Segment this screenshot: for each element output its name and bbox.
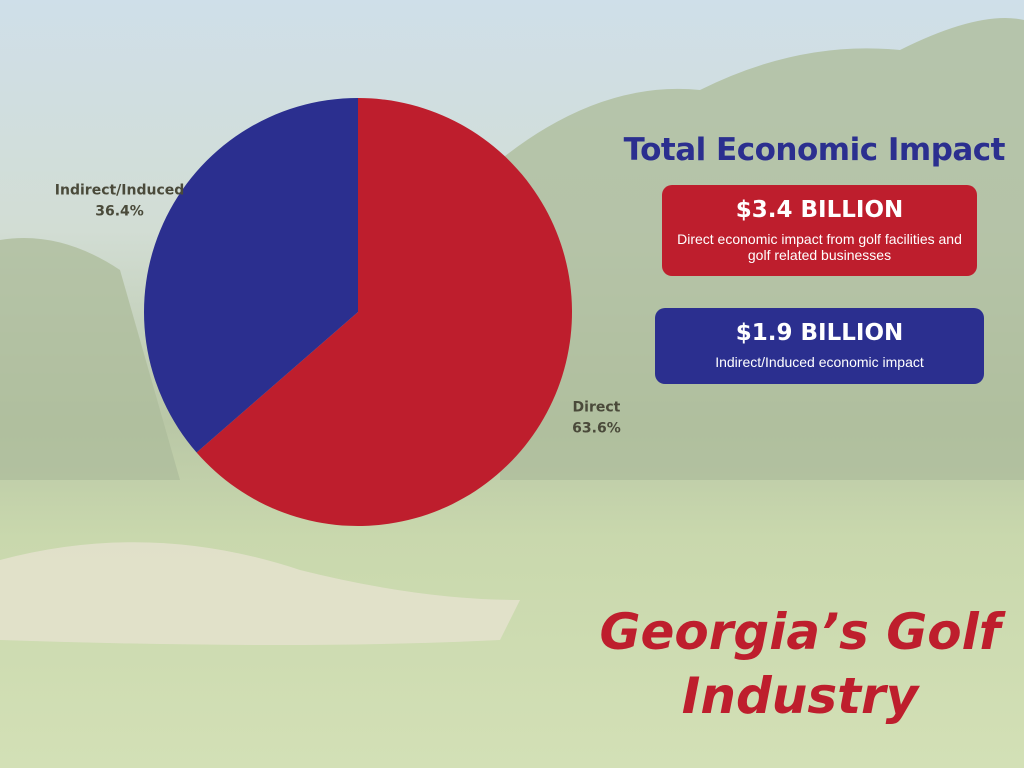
pie-slice [196, 98, 572, 526]
slice-value-label: 63.6% [572, 421, 621, 437]
card-description: Direct economic impact from golf facilit… [677, 231, 962, 263]
card-description: Indirect/Induced economic impact [715, 354, 924, 370]
card-amount: $3.4 BILLION [735, 197, 904, 223]
slice-category-label: Direct [573, 400, 621, 416]
slice-category-label: Indirect/Induced [55, 182, 184, 198]
panel-heading: Total Economic Impact [623, 132, 1006, 168]
pie-slice [144, 98, 358, 453]
impact-card: $3.4 BILLION Direct economic impact from… [662, 185, 977, 276]
card-amount: $1.9 BILLION [735, 320, 904, 346]
impact-card: $1.9 BILLION Indirect/Induced economic i… [655, 308, 984, 384]
slice-value-label: 36.4% [95, 203, 144, 219]
footer-title: Georgia’s Golf Industry [599, 603, 1001, 725]
